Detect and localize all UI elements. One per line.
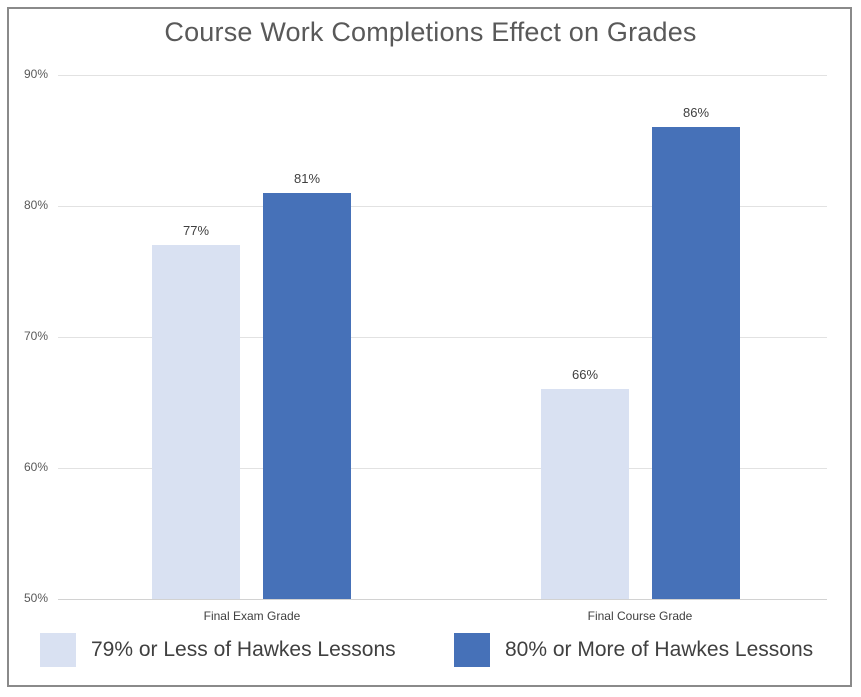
legend-entry-less-than-80: 79% or Less of Hawkes Lessons [40, 631, 396, 668]
bar-value-label: 81% [293, 171, 321, 186]
bar-value-label: 66% [571, 367, 599, 382]
x-category-label: Final Exam Grade [203, 609, 301, 623]
bar-dark-1 [263, 193, 351, 599]
x-axis-line [58, 599, 827, 600]
gridline [58, 468, 827, 469]
gridline [58, 75, 827, 76]
bar-value-label: 77% [182, 223, 210, 238]
bar-dark-2 [652, 127, 740, 599]
y-tick-label: 90% [23, 67, 48, 81]
chart-title: Course Work Completions Effect on Grades [164, 17, 697, 47]
legend-entry-more-than-80: 80% or More of Hawkes Lessons [454, 631, 813, 668]
legend-label: 79% or Less of Hawkes Lessons [91, 637, 396, 661]
y-tick-label: 80% [23, 198, 48, 212]
y-tick-label: 50% [23, 591, 48, 605]
legend-swatch-dark-blue [454, 632, 490, 667]
y-tick-label: 70% [23, 329, 48, 343]
legend-label: 80% or More of Hawkes Lessons [505, 637, 814, 661]
bar-light-1 [152, 245, 240, 599]
legend-swatch-light-blue [40, 632, 76, 667]
bar-value-label: 86% [682, 105, 710, 120]
gridline [58, 206, 827, 207]
x-category-label: Final Course Grade [587, 609, 693, 623]
gridline [58, 337, 827, 338]
y-tick-label: 60% [23, 460, 48, 474]
bar-light-2 [541, 389, 629, 599]
